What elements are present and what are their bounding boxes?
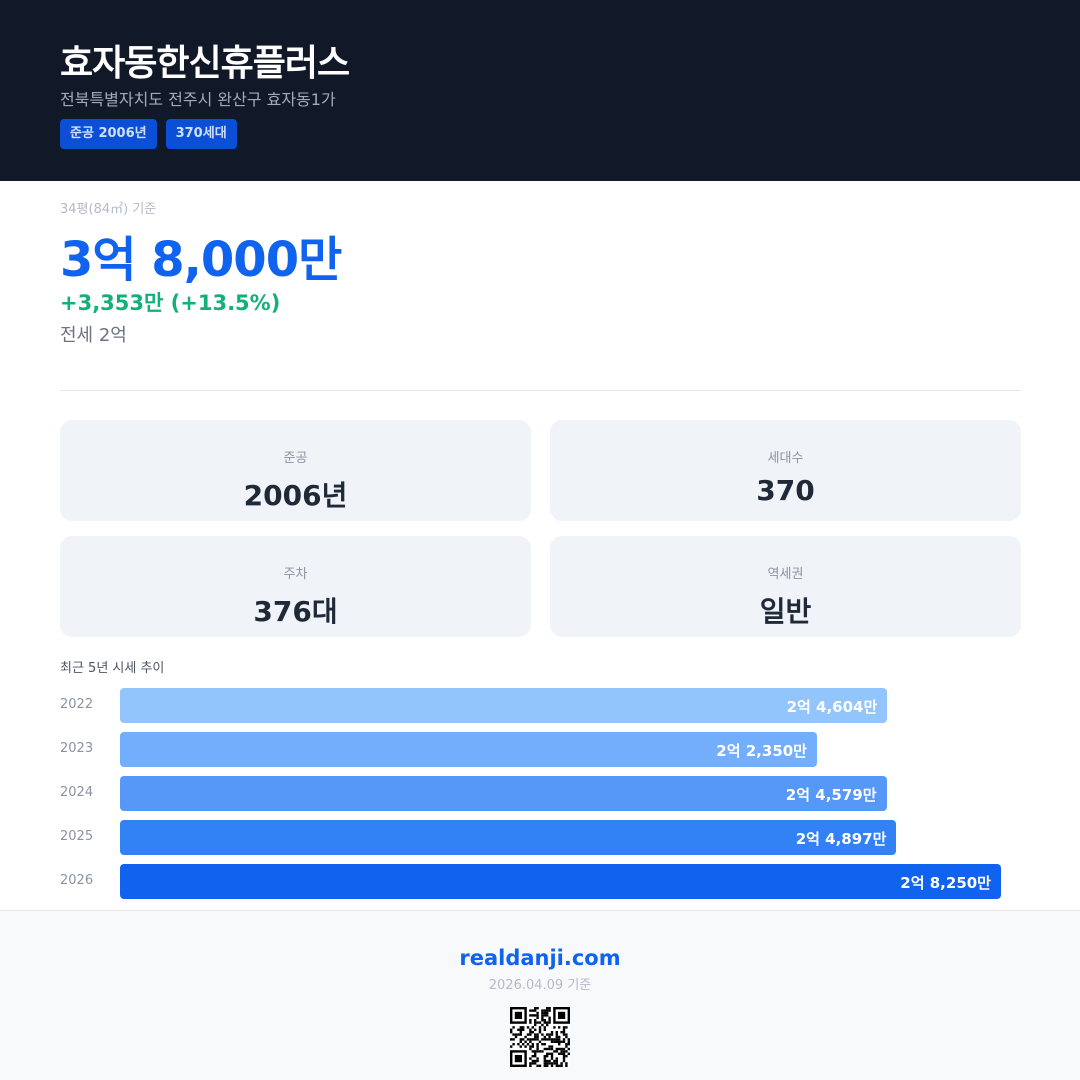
- tag-households: 370세대: [165, 119, 237, 149]
- price-basis: 34평(84㎡) 기준: [60, 202, 157, 217]
- bar-year-label: 2026: [60, 873, 94, 888]
- bar-2023: 2억 2,350만: [120, 732, 817, 767]
- qr-code[interactable]: [510, 1007, 570, 1067]
- price-change: +3,353만 (+13.5%): [60, 291, 281, 315]
- bar-row: 2023 2억 2,350만: [60, 732, 1021, 767]
- card-parking: 주차 376대: [60, 536, 531, 637]
- card-value: 2006년: [243, 479, 348, 512]
- bar-year-label: 2025: [60, 829, 94, 844]
- bar-2022: 2억 4,604만: [120, 688, 888, 723]
- bar-2026: 2억 8,250만: [120, 864, 1001, 899]
- footer: realdanji.com 2026.04.09 기준: [0, 910, 1080, 1080]
- bar-row: 2022 2억 4,604만: [60, 688, 1021, 723]
- bar-value-label: 2억 4,897만: [795, 830, 887, 848]
- header: 효자동한신휴플러스 전북특별자치도 전주시 완산구 효자동1가 준공 2006년…: [0, 0, 1080, 181]
- bar-2024: 2억 4,579만: [120, 776, 887, 811]
- bar-row: 2025 2억 4,897만: [60, 820, 1021, 855]
- bar-value-label: 2억 2,350만: [716, 742, 807, 760]
- bar-value-label: 2억 8,250만: [900, 874, 991, 892]
- jeonse-price: 전세 2억: [60, 325, 127, 346]
- chart-title: 최근 5년 시세 추이: [60, 661, 165, 676]
- bar-year-label: 2024: [60, 785, 94, 800]
- bar-row: 2024 2억 4,579만: [60, 776, 1021, 811]
- card-label: 역세권: [767, 567, 804, 582]
- data-date: 2026.04.09 기준: [488, 978, 592, 993]
- complex-title: 효자동한신휴플러스: [60, 43, 350, 84]
- address: 전북특별자치도 전주시 완산구 효자동1가: [60, 90, 336, 109]
- card-label: 세대수: [767, 451, 804, 466]
- bar-value-label: 2억 4,579만: [785, 786, 877, 804]
- bar-2025: 2억 4,897만: [120, 820, 897, 855]
- card-label: 준공: [283, 451, 308, 466]
- card-value: 376대: [253, 595, 338, 628]
- site-link[interactable]: realdanji.com: [459, 946, 621, 970]
- price-value: 3억 8,000만: [60, 232, 342, 288]
- bar-row: 2026 2억 8,250만: [60, 864, 1021, 899]
- tag-built-year: 준공 2006년: [60, 119, 157, 149]
- card-value: 370: [756, 474, 815, 507]
- bar-year-label: 2022: [60, 697, 94, 712]
- card-built: 준공 2006년: [60, 420, 531, 521]
- card-label: 주차: [283, 567, 308, 582]
- bar-year-label: 2023: [60, 741, 94, 756]
- card-households: 세대수 370: [550, 420, 1021, 521]
- card-value: 일반: [759, 595, 812, 628]
- divider: [60, 390, 1021, 391]
- bar-value-label: 2억 4,604만: [786, 698, 878, 716]
